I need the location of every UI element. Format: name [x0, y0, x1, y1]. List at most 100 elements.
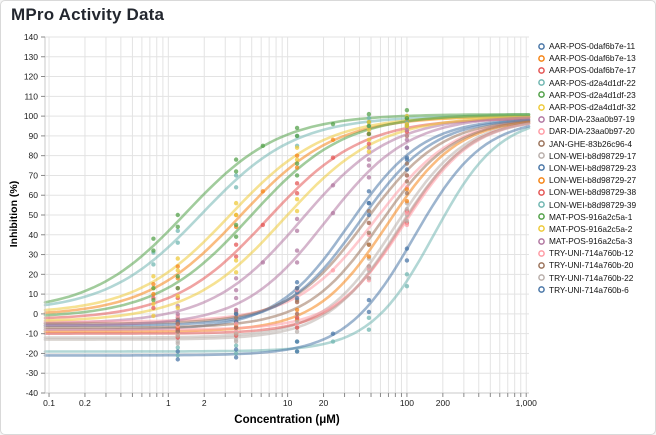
- data-point: [175, 264, 180, 269]
- data-point: [294, 196, 300, 202]
- data-point: [175, 285, 180, 291]
- y-tick-label: 30: [29, 250, 39, 260]
- legend-marker-icon: [538, 237, 545, 245]
- dose-response-curve: [43, 120, 531, 333]
- data-point: [366, 212, 372, 218]
- data-point: [233, 339, 239, 344]
- data-point: [175, 321, 180, 326]
- data-point: [175, 274, 180, 279]
- chart-title: MPro Activity Data: [11, 5, 165, 24]
- data-point: [175, 311, 180, 317]
- legend-marker-icon: [538, 188, 545, 196]
- data-point: [366, 115, 372, 121]
- data-point: [404, 167, 410, 172]
- legend-label: MAT-POS-916a2c5a-2: [549, 223, 633, 234]
- legend-label: AAR-POS-0daf6b7e-13: [549, 53, 636, 64]
- data-point: [330, 331, 336, 336]
- y-tick-label: 60: [29, 190, 39, 200]
- data-point: [404, 218, 410, 224]
- x-tick-label: 0.2: [79, 398, 91, 408]
- x-tick-label: 0.1: [43, 398, 55, 408]
- x-tick-label: 2: [202, 398, 207, 408]
- data-point: [404, 258, 410, 263]
- legend-marker-icon: [538, 164, 545, 172]
- legend-marker-icon: [538, 103, 545, 111]
- dose-response-curve: [43, 125, 531, 357]
- dose-response-curve: [43, 113, 531, 317]
- data-point: [294, 315, 300, 321]
- y-tick-label: 120: [24, 72, 38, 82]
- legend-item: AAR-POS-0daf6b7e-11: [537, 40, 636, 52]
- x-tick-label: 20: [319, 398, 329, 408]
- legend-label: JAN-GHE-83b26c96-4: [549, 138, 633, 149]
- legend-marker-icon: [538, 225, 545, 233]
- legend-marker-icon: [538, 249, 545, 257]
- legend-item: AAR-POS-d2a4d1df-23: [537, 89, 636, 101]
- legend-marker-icon: [538, 54, 545, 62]
- legend-marker-icon: [538, 91, 545, 99]
- legend-label: AAR-POS-0daf6b7e-17: [549, 65, 636, 76]
- data-point: [366, 149, 372, 154]
- data-point: [366, 131, 372, 137]
- data-point: [294, 173, 300, 178]
- data-point: [366, 189, 372, 194]
- dose-response-curve: [43, 122, 531, 331]
- data-point: [294, 191, 300, 196]
- y-tick-label: 140: [24, 32, 38, 42]
- legend-marker-icon: [538, 115, 545, 123]
- data-point: [260, 260, 266, 265]
- data-point: [366, 163, 372, 168]
- data-point: [404, 137, 410, 143]
- legend-label: LON-WEI-b8d98729-23: [549, 162, 637, 173]
- data-point: [175, 293, 180, 299]
- data-point: [175, 329, 180, 334]
- data-point: [366, 123, 372, 129]
- data-point: [233, 242, 239, 247]
- data-point: [404, 198, 410, 204]
- legend: AAR-POS-0daf6b7e-11 AAR-POS-0daf6b7e-13 AA…: [537, 40, 636, 296]
- data-point: [330, 210, 336, 216]
- data-point: [294, 329, 300, 334]
- data-point: [151, 285, 156, 291]
- legend-label: AAR-POS-0daf6b7e-11: [549, 41, 636, 52]
- data-point: [294, 208, 300, 214]
- y-tick-label: 10: [29, 289, 39, 299]
- data-point: [175, 224, 180, 230]
- data-point: [175, 333, 180, 338]
- data-point: [175, 349, 180, 354]
- legend-marker-icon: [538, 42, 545, 50]
- data-point: [366, 127, 372, 133]
- data-point: [175, 256, 180, 261]
- data-point: [294, 248, 300, 253]
- data-point: [294, 161, 300, 166]
- y-tick-label: 80: [29, 151, 39, 161]
- data-point: [366, 264, 372, 269]
- data-point: [294, 181, 300, 186]
- data-point: [233, 234, 239, 239]
- dose-response-curve: [43, 119, 531, 323]
- data-point: [233, 157, 239, 162]
- data-point: [404, 123, 410, 129]
- data-point: [366, 254, 372, 259]
- legend-marker-icon: [538, 213, 545, 221]
- legend-label: TRY-UNI-714a760b-6: [549, 284, 629, 295]
- data-point: [233, 343, 239, 348]
- data-point: [260, 222, 266, 228]
- legend-label: AAR-POS-d2a4d1df-23: [549, 89, 636, 100]
- data-point: [233, 307, 239, 313]
- x-tick-label: 200: [436, 398, 450, 408]
- data-point: [366, 327, 372, 332]
- data-point: [366, 141, 372, 146]
- data-point: [233, 200, 239, 206]
- data-point: [175, 305, 180, 311]
- legend-label: TRY-UNI-714a760b-20: [549, 260, 634, 271]
- data-point: [366, 145, 372, 150]
- data-point: [233, 173, 239, 178]
- data-point: [175, 341, 180, 346]
- data-point: [175, 345, 180, 350]
- data-point: [175, 212, 180, 218]
- data-point: [404, 133, 410, 139]
- legend-marker-icon: [538, 201, 545, 208]
- data-point: [233, 254, 239, 259]
